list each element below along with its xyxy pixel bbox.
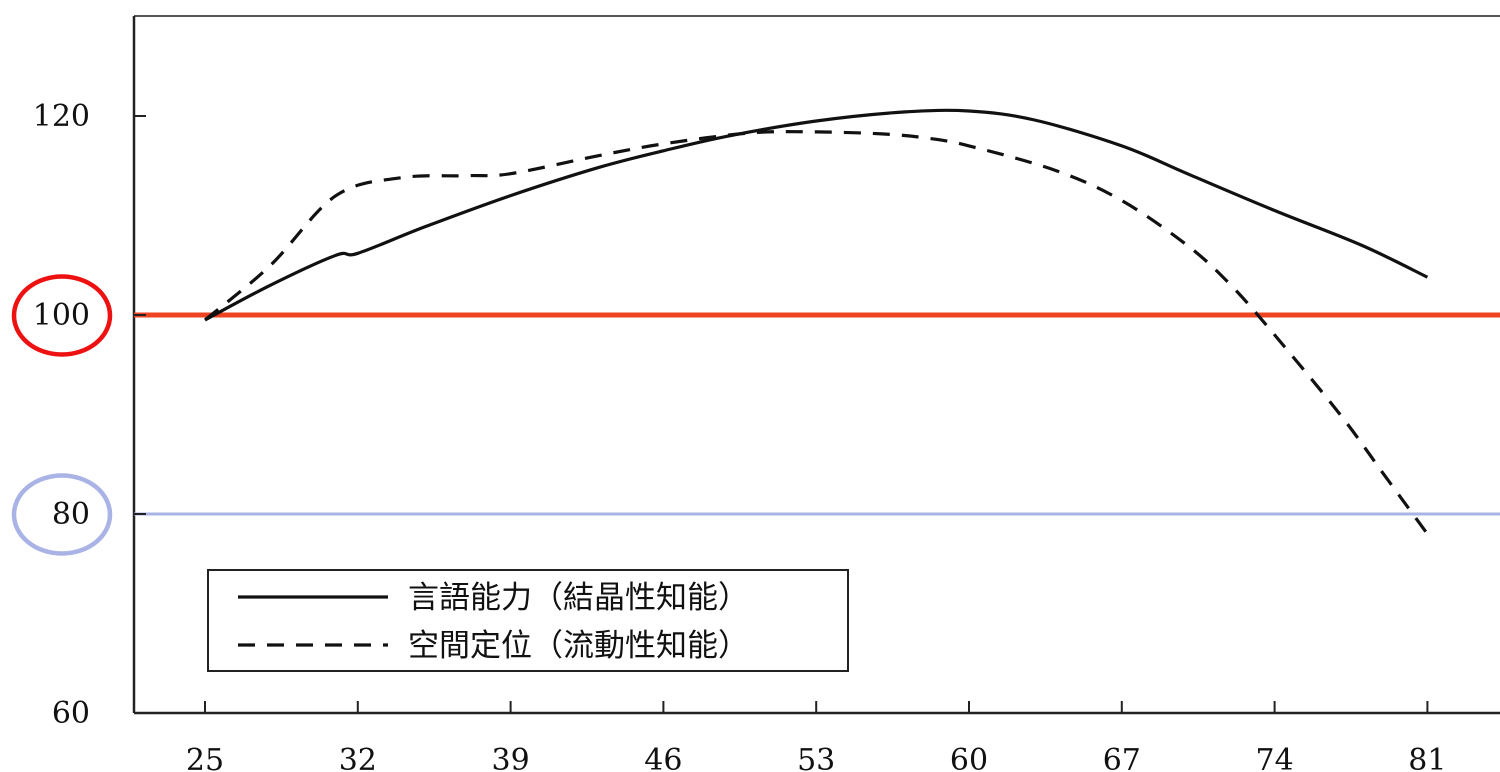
- x-tick-label-46: 46: [644, 743, 682, 772]
- x-tick-label-67: 67: [1103, 743, 1141, 772]
- x-tick-label-74: 74: [1256, 743, 1294, 772]
- x-tick-label-60: 60: [950, 743, 988, 772]
- y-tick-label-60: 60: [52, 696, 90, 731]
- highlight-circle-80: [11, 473, 113, 556]
- legend-box: [207, 569, 849, 672]
- y-tick-label-120: 120: [33, 99, 90, 134]
- x-tick-label-39: 39: [492, 743, 530, 772]
- y-tick-label-100: 100: [33, 298, 90, 333]
- x-tick-label-53: 53: [797, 743, 835, 772]
- legend-label-1: 言語能力（結晶性知能）: [408, 580, 749, 616]
- y-tick-label-80: 80: [52, 497, 90, 532]
- legend-label-2: 空間定位（流動性知能）: [408, 628, 749, 664]
- x-tick-label-25: 25: [186, 743, 224, 772]
- highlight-circle-100: [11, 274, 113, 357]
- x-tick-label-32: 32: [339, 743, 377, 772]
- series-line-spatial: [203, 130, 1429, 535]
- series-line-verbal: [204, 108, 1429, 322]
- x-tick-label-81: 81: [1408, 743, 1446, 772]
- legend: 言語能力（結晶性知能） 空間定位（流動性知能）: [207, 569, 849, 672]
